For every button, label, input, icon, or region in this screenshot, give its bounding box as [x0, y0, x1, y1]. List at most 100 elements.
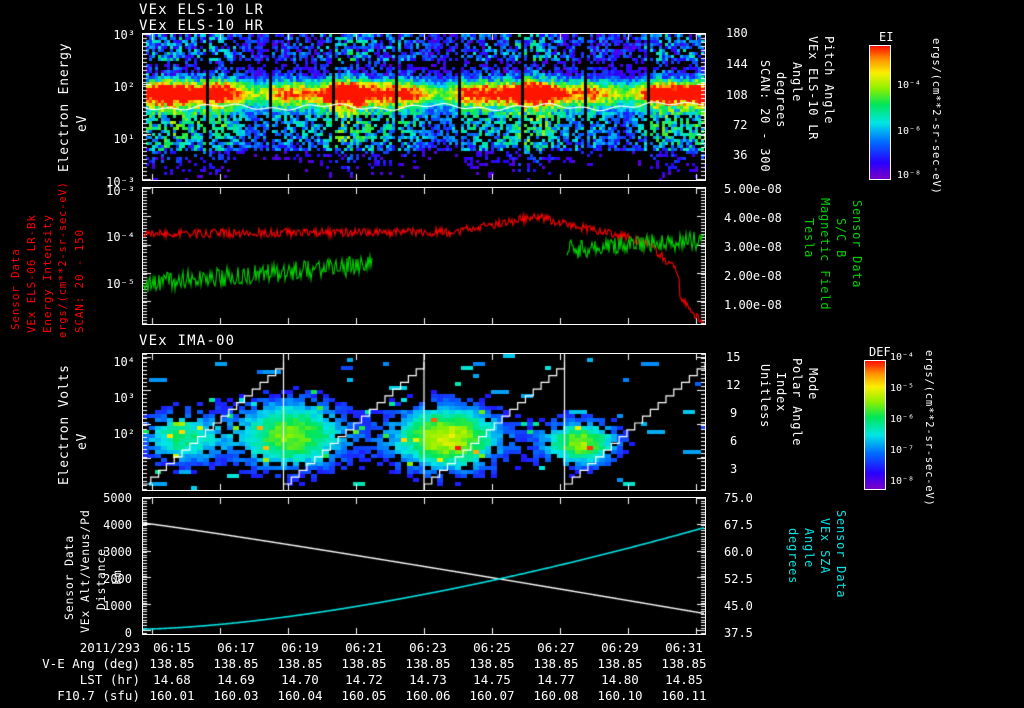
panel3-title: VEx IMA-00	[139, 333, 236, 349]
panel1-ytick-0: 10³	[113, 28, 135, 42]
panel4-left-label-distance: Distance	[94, 548, 108, 610]
table-cell: 138.85	[661, 656, 707, 671]
table-cell: 14.80	[601, 672, 639, 687]
panel1-right-label-pitch-angle: Pitch Angle	[822, 36, 836, 125]
panel3-y2tick-0: 15	[726, 350, 741, 364]
panel3-left-axis-label: Electron Volts	[57, 364, 72, 485]
table-cell: 14.85	[665, 672, 703, 687]
table-cell: 06:27	[537, 640, 575, 655]
panel1-right-label-instrument: VEx ELS-10 LR	[806, 36, 820, 141]
panel1-left-axis-label: Electron Energy	[57, 42, 72, 172]
table-cell: 06:25	[473, 640, 511, 655]
panel2-left-label-instrument: VEx ELS-06 LR-Bk	[25, 214, 38, 333]
panel3-ytick-0: 10⁴	[113, 355, 135, 369]
panel3-right-label-mode: Mode	[806, 368, 820, 401]
table-cell: 14.72	[345, 672, 383, 687]
panel3-colorbar-tick-2: 10⁻⁶	[890, 414, 915, 425]
table-cell: 138.85	[597, 656, 643, 671]
panel3-colorbar-title: DEF	[869, 345, 891, 359]
panel2-ytick-2: 10⁻⁵	[106, 277, 135, 291]
table-row: F10.7 (sfu) 160.01 160.03 160.04 160.05 160.0…	[0, 688, 716, 704]
table-cell: 06:17	[217, 640, 255, 655]
panel1-y2tick-2: 108	[726, 88, 748, 102]
panel2-right-label-tesla: Tesla	[802, 218, 816, 259]
table-cell: 138.85	[213, 656, 259, 671]
panel2-y2tick-1: 4.00e-08	[724, 211, 782, 225]
panel2-y2tick-3: 2.00e-08	[724, 269, 782, 283]
panel2-ytick-1: 10⁻⁴	[106, 230, 135, 244]
panel3-right-label-unitless: Unitless	[758, 364, 772, 429]
panel2-plot-area	[142, 187, 706, 325]
table-row-label: 2011/293	[79, 640, 140, 655]
table-cell: 160.01	[149, 688, 195, 703]
table-cell: 14.70	[281, 672, 319, 687]
table-row: LST (hr) 14.68 14.69 14.70 14.72 14.73 14.75 14…	[0, 672, 716, 688]
panel4-ytick-3: 2000	[103, 572, 132, 586]
table-cell: 06:31	[665, 640, 703, 655]
panel3-ytick-1: 10³	[113, 391, 135, 405]
table-cell: 160.11	[661, 688, 707, 703]
panel2-y2tick-0: 5.00e-08	[724, 182, 782, 196]
panel1-ytick-1: 10²	[113, 80, 135, 94]
panel2-right-label-sensor-data: Sensor Data	[850, 200, 864, 289]
panel4-y2tick-0: 75.0	[724, 491, 753, 505]
panel3-colorbar-tick-4: 10⁻⁸	[890, 476, 915, 487]
panel2-left-label-units: ergs/(cm**2-sr-sec-eV)	[57, 181, 69, 338]
panel4-y2tick-5: 37.5	[724, 626, 753, 640]
panel1-ytick-3: 10⁻³	[106, 175, 135, 189]
table-cell: 06:23	[409, 640, 447, 655]
panel2-y2tick-2: 3.00e-08	[724, 240, 782, 254]
table-cell: 138.85	[341, 656, 387, 671]
panel3-colorbar-units: ergs/(cm**2-sr-sec-eV)	[923, 350, 935, 507]
panel4-right-label-sza: VEx SZA	[818, 518, 832, 575]
table-cell: 138.85	[149, 656, 195, 671]
table-cell: 138.85	[405, 656, 451, 671]
table-cell: 160.03	[213, 688, 259, 703]
panel3-right-label-index: Index	[774, 372, 788, 413]
panel4-ytick-2: 3000	[103, 545, 132, 559]
table-cell: 138.85	[277, 656, 323, 671]
panel4-y2tick-2: 60.0	[724, 545, 753, 559]
panel3-right-label-polar-angle: Polar Angle	[790, 358, 804, 447]
table-cell: 14.77	[537, 672, 575, 687]
panel4-ytick-0: 5000	[103, 491, 132, 505]
table-cell: 160.07	[469, 688, 515, 703]
panel1-title-line2: VEx ELS-10 HR	[139, 18, 265, 34]
table-cell: 06:21	[345, 640, 383, 655]
table-cell: 160.06	[405, 688, 451, 703]
table-row: 2011/293 06:15 06:17 06:19 06:21 06:23 06:25 06…	[0, 640, 716, 656]
panel4-ytick-4: 1000	[103, 599, 132, 613]
panel2-left-label-sensor-data: Sensor Data	[9, 248, 22, 330]
table-cell: 06:15	[153, 640, 191, 655]
panel3-colorbar	[864, 360, 886, 490]
panel1-colorbar	[869, 45, 891, 180]
panel1-title-line1: VEx ELS-10 LR	[139, 2, 265, 18]
table-row-label: V-E Ang (deg)	[42, 656, 140, 671]
panel1-colorbar-tick-2: 10⁻⁸	[897, 170, 922, 181]
panel1-right-label-angle: Angle	[790, 62, 804, 103]
table-cell: 160.04	[277, 688, 323, 703]
panel2-right-label-magnetic-field: Magnetic Field	[818, 198, 832, 311]
panel4-ytick-1: 4000	[103, 518, 132, 532]
panel1-colorbar-tick-1: 10⁻⁶	[897, 126, 922, 137]
panel4-plot-area	[142, 497, 706, 635]
table-row: V-E Ang (deg) 138.85 138.85 138.85 138.85 138…	[0, 656, 716, 672]
panel3-ytick-2: 10²	[113, 427, 135, 441]
panel1-y2tick-0: 180	[726, 26, 748, 40]
panel3-colorbar-tick-0: 10⁻⁴	[890, 352, 915, 363]
panel1-y2tick-3: 72	[733, 118, 748, 132]
panel1-right-label-degrees: degrees	[774, 72, 788, 129]
panel1-ytick-2: 10¹	[113, 132, 135, 146]
panel3-y2tick-2: 9	[730, 406, 738, 420]
panel1-colorbar-tick-0: 10⁻⁴	[897, 80, 922, 91]
panel3-colorbar-tick-1: 10⁻⁵	[890, 383, 915, 394]
bottom-parameter-table: 2011/293 06:15 06:17 06:19 06:21 06:23 06:25 06…	[0, 640, 716, 704]
table-cell: 160.08	[533, 688, 579, 703]
panel3-y2tick-3: 6	[730, 434, 738, 448]
table-cell: 14.69	[217, 672, 255, 687]
table-cell: 14.75	[473, 672, 511, 687]
table-cell: 14.68	[153, 672, 191, 687]
table-cell: 06:19	[281, 640, 319, 655]
panel3-y2tick-1: 12	[726, 378, 741, 392]
